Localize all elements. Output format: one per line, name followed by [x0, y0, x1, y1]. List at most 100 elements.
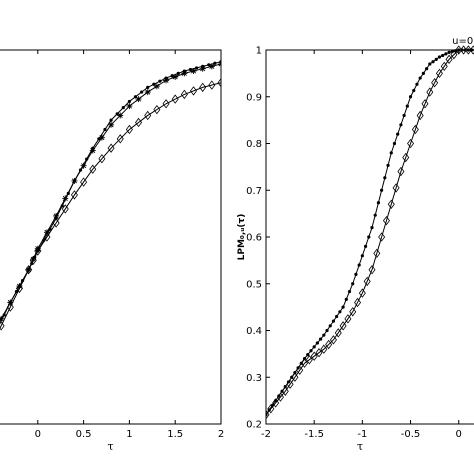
x-tick-label: -1 — [357, 429, 367, 440]
series-2-line — [0, 63, 221, 322]
series-1-point — [367, 235, 371, 239]
series-2-point — [281, 386, 289, 396]
series-2-point — [144, 89, 151, 96]
series-3-point — [34, 246, 42, 256]
series-2-point — [98, 134, 105, 141]
series-2-point — [411, 124, 419, 135]
series-2-point — [43, 229, 50, 236]
series-1-point — [176, 71, 180, 75]
series-2-point — [0, 315, 5, 322]
series-1-point — [306, 353, 310, 357]
series-2-point — [272, 398, 280, 408]
series-1-point — [344, 297, 348, 301]
series-3-line — [0, 82, 221, 330]
series-1-line — [0, 61, 221, 325]
series-1-point — [319, 337, 323, 341]
series-2-point — [407, 138, 415, 149]
x-axis-title: τ — [107, 440, 113, 453]
series-3-point — [6, 302, 14, 312]
series-3-point — [217, 78, 221, 88]
series-1-point — [363, 244, 368, 248]
series-1-point — [109, 118, 113, 122]
series-2-point — [310, 351, 318, 361]
series-1-point — [293, 370, 297, 375]
series-2-point — [126, 103, 133, 110]
series-3-point — [144, 110, 152, 121]
series-1-point — [133, 95, 138, 99]
series-1-point — [354, 272, 358, 276]
series-1-point — [360, 254, 364, 258]
series-1-point — [408, 95, 413, 99]
series-1-point — [115, 112, 119, 116]
series-1-point — [396, 132, 400, 136]
series-2-point — [334, 328, 342, 338]
series-3-point — [135, 117, 143, 128]
series-2-point — [276, 392, 284, 402]
series-2-point — [153, 83, 160, 90]
series-1-point — [315, 341, 319, 345]
series-1-point — [213, 61, 217, 65]
series-1-point — [441, 53, 445, 58]
series-2-point — [440, 61, 448, 72]
series-1-point — [194, 66, 199, 70]
series-1-point — [188, 67, 193, 72]
y-tick-label: 0.9 — [246, 92, 262, 103]
series-3-point — [98, 154, 106, 164]
y-tick-label: 1 — [256, 46, 262, 57]
series-1-point — [383, 176, 387, 180]
series-3-point — [80, 177, 88, 187]
series-2-point — [450, 50, 458, 60]
series-1-point — [389, 151, 393, 155]
series-1-point — [412, 88, 416, 93]
series-3-point — [171, 94, 179, 104]
series-2-point — [218, 61, 221, 68]
series-group — [0, 60, 221, 331]
series-2-point — [402, 152, 410, 163]
series-1-point — [302, 356, 307, 361]
series-1-point — [373, 213, 377, 217]
series-2-point — [291, 372, 299, 382]
x-tick-label: 1.5 — [167, 429, 183, 440]
y-tick-label: 0.5 — [246, 279, 262, 290]
y-tick-label: 0.7 — [246, 186, 262, 197]
x-tick-label: -0.5 — [401, 429, 421, 440]
series-2-point — [378, 232, 386, 242]
series-1-point — [207, 63, 211, 67]
series-3-point — [125, 124, 133, 135]
y-tick-label: 0.6 — [246, 233, 262, 244]
right-chart-panel: -2 -1.5 -1 -0.5 0 0.2 0.3 0.4 0.5 0.6 0.7 0.8 0.9 1 τ L… — [237, 36, 474, 453]
left-chart-panel: 500.511.52τ — [0, 49, 224, 453]
series-1-point — [121, 106, 125, 110]
x-tick-label: -2 — [261, 429, 271, 440]
series-3-point — [162, 99, 170, 109]
series-2-point — [421, 99, 429, 109]
series-2-point — [135, 96, 142, 103]
series-2-point — [349, 307, 357, 317]
x-tick-label: -1.5 — [304, 429, 324, 440]
series-3-point — [208, 80, 216, 90]
annotation-label: u=0 — [452, 36, 473, 47]
series-2-point — [181, 70, 188, 77]
series-3-point — [153, 104, 161, 115]
series-2-point — [301, 358, 309, 368]
series-2-point — [172, 73, 179, 80]
series-2-point — [445, 54, 453, 65]
series-2-point — [339, 321, 347, 331]
series-2-point — [325, 339, 333, 350]
series-2-point — [62, 195, 69, 202]
series-2-point — [435, 68, 443, 79]
series-1-point — [418, 76, 422, 80]
series-1-point — [376, 201, 381, 205]
series-2-point — [354, 297, 362, 308]
series-2-point — [80, 162, 87, 169]
series-3-point — [190, 86, 198, 96]
series-2-point — [296, 365, 304, 375]
series-1-point — [431, 60, 435, 64]
series-3-point — [199, 82, 207, 93]
series-2-point — [344, 314, 352, 324]
series-2-point — [286, 379, 294, 389]
series-2-point — [392, 183, 400, 193]
series-1-point — [405, 104, 409, 108]
series-3-point — [25, 265, 33, 275]
series-2-point — [16, 283, 23, 290]
